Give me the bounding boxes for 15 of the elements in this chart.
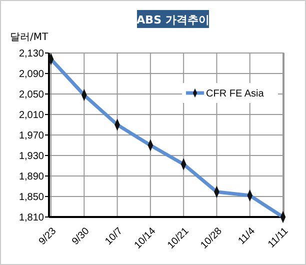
x-tick-label: 9/30 (70, 226, 92, 248)
y-tick-label: 2,010 (18, 110, 44, 121)
y-tick-label: 1,970 (18, 130, 44, 142)
y-tick-label: 2,130 (18, 48, 44, 60)
legend-label: CFR FE Asia (206, 88, 264, 100)
y-axis-title: 달러/MT (10, 32, 49, 43)
chart-title: ABS 가격추이 (136, 14, 210, 26)
y-tick-label: 2,090 (18, 69, 44, 80)
y-tick-label: 2,050 (18, 90, 44, 100)
y-tick-label: 1,850 (18, 192, 44, 203)
y-tick-label: 1,810 (18, 212, 44, 224)
x-tick-label: 11/4 (236, 226, 258, 247)
y-tick-label: 1,890 (18, 172, 44, 182)
x-tick-label: 9/23 (37, 226, 59, 248)
y-tick-label: 1,930 (18, 151, 44, 162)
